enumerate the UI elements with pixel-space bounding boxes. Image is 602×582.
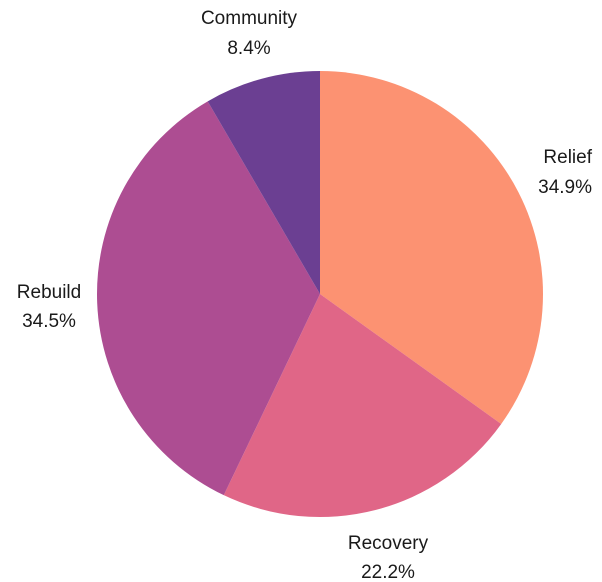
pie-slice-community (207, 71, 320, 294)
pie-slice-recovery (223, 294, 502, 517)
slice-percent-recovery: 22.2% (361, 562, 415, 582)
slice-label-rebuild: Rebuild (17, 282, 81, 303)
slice-percent-relief: 34.9% (538, 177, 592, 198)
slice-percent-rebuild: 34.5% (22, 311, 76, 332)
pie-labels: Relief 34.9% Recovery 22.2% Rebuild 34.5% Comm… (17, 8, 593, 582)
slice-label-community: Community (201, 8, 298, 29)
pie-slice-relief (320, 71, 544, 424)
pie-slices (96, 71, 544, 517)
slice-label-recovery: Recovery (348, 533, 429, 554)
slice-percent-community: 8.4% (227, 38, 270, 59)
pie-slice-rebuild (96, 101, 320, 496)
slice-label-relief: Relief (543, 147, 592, 168)
